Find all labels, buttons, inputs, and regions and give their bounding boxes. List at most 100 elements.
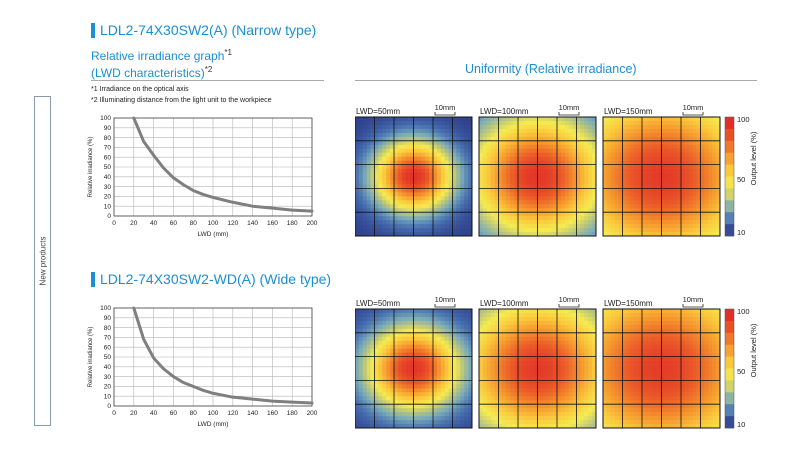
heat-cell bbox=[606, 184, 612, 189]
heat-cell bbox=[661, 320, 666, 326]
x-tick-label: 140 bbox=[247, 220, 258, 227]
heat-cell bbox=[549, 376, 554, 381]
heat-cell bbox=[553, 148, 558, 153]
heat-cell bbox=[514, 364, 519, 369]
heat-cell bbox=[525, 344, 530, 349]
heat-cell bbox=[557, 216, 562, 221]
heat-cell bbox=[614, 328, 619, 334]
heat-cell bbox=[486, 136, 491, 142]
x-tick-label: 80 bbox=[190, 410, 198, 417]
heat-cell bbox=[460, 376, 465, 381]
heat-cell bbox=[626, 232, 631, 237]
heat-cell bbox=[486, 408, 491, 413]
heat-cell bbox=[440, 380, 445, 385]
heat-cell bbox=[486, 192, 491, 197]
heat-cell bbox=[456, 140, 461, 146]
heat-cell bbox=[378, 117, 383, 122]
heat-cell bbox=[576, 320, 581, 326]
heat-cell bbox=[370, 128, 375, 134]
heat-cell bbox=[390, 356, 395, 361]
heat-cell bbox=[490, 412, 495, 417]
heat-cell bbox=[606, 117, 612, 122]
heat-cell bbox=[436, 164, 442, 169]
heat-cell bbox=[653, 324, 658, 330]
map-frame bbox=[355, 116, 473, 237]
heat-cell bbox=[525, 376, 530, 381]
heat-cell bbox=[452, 372, 457, 377]
heat-cell bbox=[673, 164, 678, 169]
heat-cell bbox=[681, 220, 686, 225]
heat-cell bbox=[576, 212, 581, 217]
heat-cell bbox=[358, 356, 364, 361]
sidebar-tab: New products bbox=[34, 96, 51, 426]
heat-cell bbox=[479, 216, 484, 221]
heat-cell bbox=[638, 216, 643, 221]
heat-cell bbox=[460, 400, 465, 405]
heat-cell bbox=[370, 312, 375, 318]
heat-cell bbox=[549, 196, 554, 201]
heat-cell bbox=[425, 224, 430, 229]
heat-cell bbox=[479, 228, 484, 233]
heat-cell bbox=[645, 124, 651, 130]
heat-cell bbox=[464, 368, 469, 373]
heat-cell bbox=[584, 136, 589, 142]
heat-cell bbox=[510, 320, 515, 326]
heat-cell bbox=[681, 332, 686, 338]
heat-cell bbox=[494, 416, 499, 421]
heat-cell bbox=[460, 160, 465, 165]
heat-cell bbox=[502, 136, 507, 142]
heat-cell bbox=[366, 356, 371, 361]
heat-cell bbox=[669, 164, 674, 169]
heat-cell bbox=[378, 309, 383, 314]
heat-cell bbox=[645, 320, 651, 326]
heat-cell bbox=[440, 416, 445, 421]
heat-cell bbox=[580, 316, 585, 322]
heat-cell bbox=[521, 356, 527, 361]
heat-cell bbox=[568, 396, 573, 401]
heat-cell bbox=[541, 424, 546, 429]
heat-cell bbox=[421, 384, 426, 389]
heat-cell bbox=[405, 124, 410, 130]
heat-cell bbox=[572, 160, 577, 165]
heat-cell bbox=[588, 140, 593, 146]
y-tick-label: 20 bbox=[104, 194, 112, 201]
heat-cell bbox=[634, 144, 639, 150]
heat-cell bbox=[444, 380, 449, 385]
heat-cell bbox=[537, 348, 542, 353]
heat-cell bbox=[448, 412, 453, 417]
heat-cell bbox=[661, 148, 666, 153]
heat-cell bbox=[448, 408, 453, 413]
heat-cell bbox=[681, 176, 686, 181]
heat-cell bbox=[482, 228, 488, 233]
heat-cell bbox=[366, 144, 371, 150]
heat-cell bbox=[409, 204, 414, 209]
heat-cell bbox=[436, 420, 442, 425]
heat-cell bbox=[502, 152, 507, 157]
heat-cell bbox=[494, 196, 499, 201]
heat-cell bbox=[564, 216, 569, 221]
heat-cell bbox=[572, 168, 577, 173]
heat-cell bbox=[425, 328, 430, 334]
heat-cell bbox=[494, 228, 499, 233]
heat-cell bbox=[634, 180, 639, 185]
heat-cell bbox=[649, 212, 654, 217]
heat-cell bbox=[452, 416, 457, 421]
heat-cell bbox=[452, 412, 457, 417]
heat-cell bbox=[665, 144, 670, 150]
heat-cell bbox=[448, 380, 453, 385]
heat-cell bbox=[358, 216, 364, 221]
heat-cell bbox=[425, 156, 430, 161]
y-tick-label: 50 bbox=[104, 354, 112, 361]
heat-cell bbox=[421, 204, 426, 209]
heat-cell bbox=[618, 324, 623, 330]
heat-cell bbox=[362, 128, 367, 134]
heat-cell bbox=[479, 392, 484, 397]
heat-cell bbox=[433, 160, 438, 165]
heat-cell bbox=[657, 328, 662, 334]
heat-cell bbox=[468, 160, 473, 165]
heat-cell bbox=[584, 404, 589, 409]
heat-cell bbox=[584, 140, 589, 146]
heat-cell bbox=[514, 160, 519, 165]
heat-cell bbox=[479, 204, 484, 209]
heat-cell bbox=[401, 312, 406, 318]
